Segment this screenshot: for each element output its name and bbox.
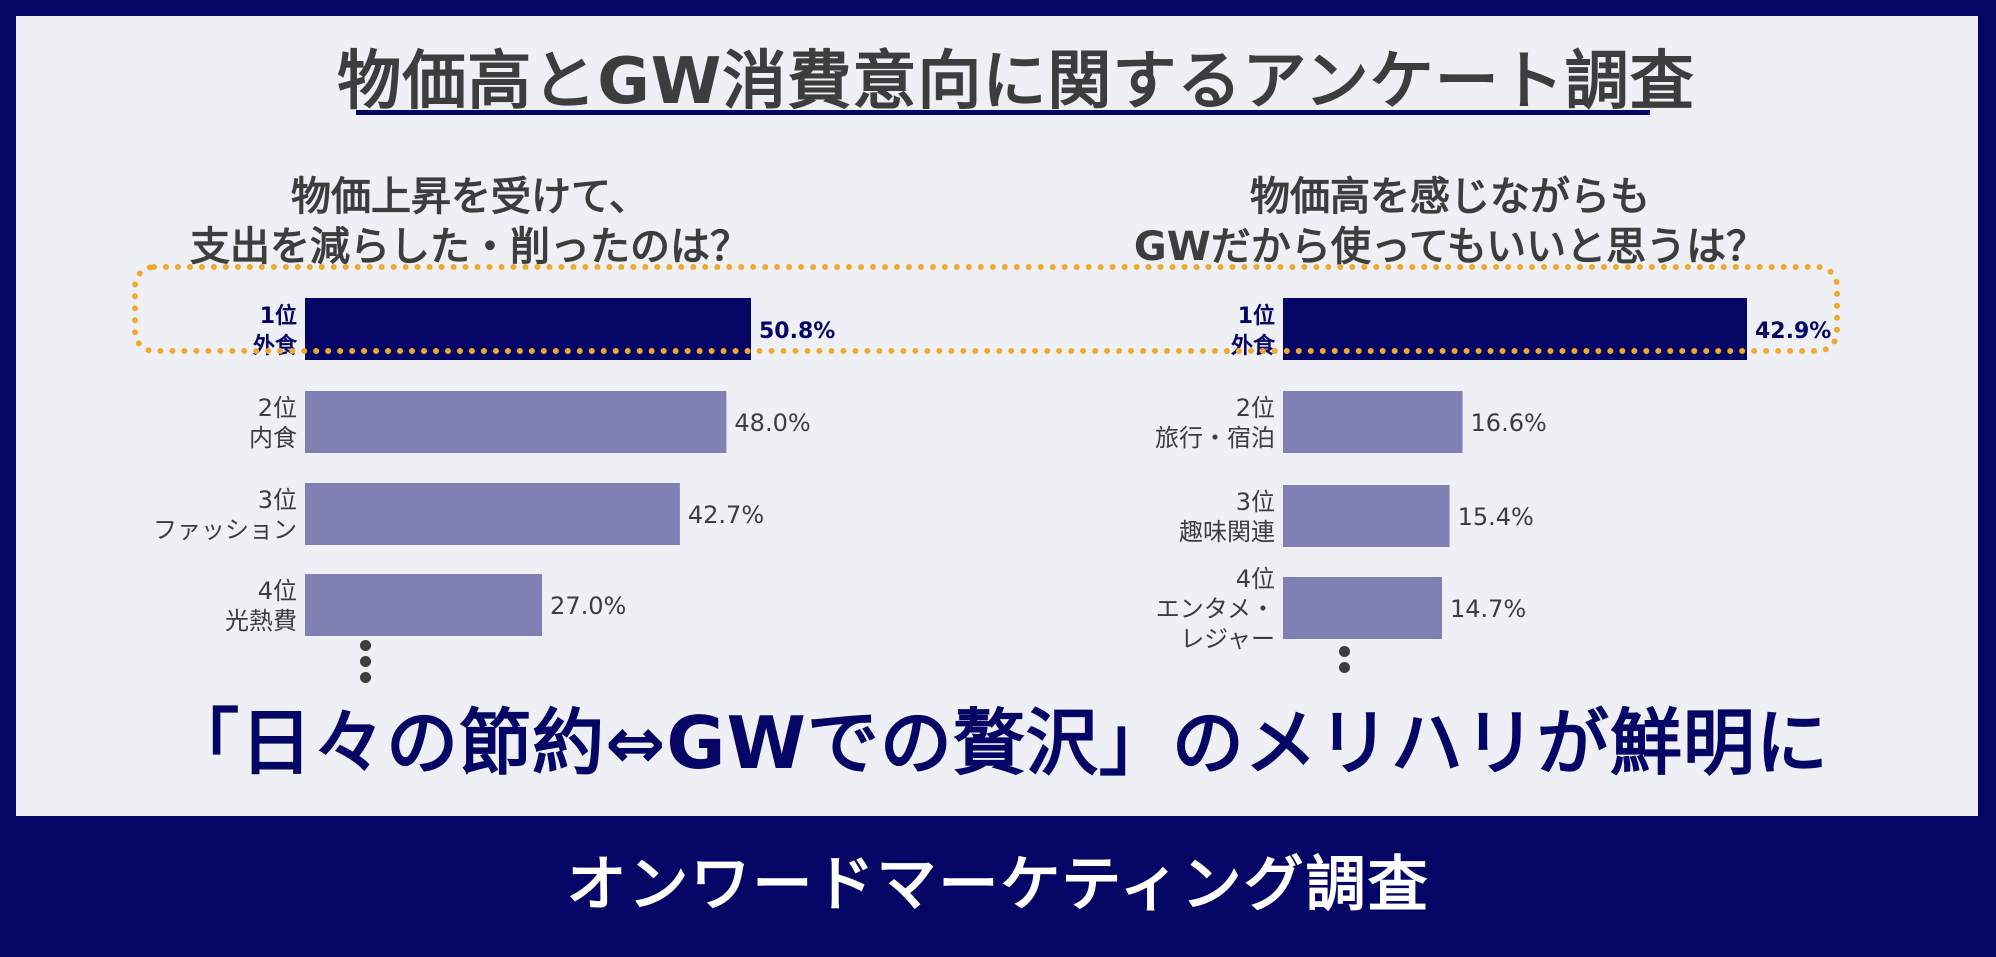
left-category-label-2-2: 内食 [249,424,297,452]
more-ellipsis-right [1339,646,1350,678]
right-category-label-3-2: 趣味関連 [1179,518,1275,546]
headline: 「日々の節約⇔GWでの贅沢」のメリハリが鮮明に [167,701,1829,785]
left-category-label-3-2: ファッション [153,516,297,544]
right-bar-2 [1283,391,1463,453]
left-category-label-2-1: 2位 [258,394,297,422]
more-ellipsis-left [360,640,371,688]
left-category-label-1-2: 外食 [253,333,298,359]
right-category-label-1-2: 外食 [1231,333,1276,359]
right-bar-4 [1283,577,1442,639]
left-value-label-4: 27.0% [550,592,626,620]
page-title: 物価高とGW消費意向に関するアンケート調査 [337,45,1695,119]
right-category-label-4-2: エンタメ・ [1156,595,1275,623]
right-value-label-3: 15.4% [1458,503,1534,531]
chart-title-right-line1: 物価高を感じながらも [1250,174,1650,220]
left-bar-2 [305,391,727,453]
right-category-label-2-1: 2位 [1236,394,1275,422]
right-value-label-4: 14.7% [1450,595,1526,623]
footer-banner: オンワードマーケティング調査 [566,850,1430,920]
left-value-label-2: 48.0% [734,409,810,437]
left-category-label-1-1: 1位 [260,303,297,329]
left-bar-3 [305,483,680,545]
left-category-label-4-1: 4位 [258,577,297,605]
chart-title-right: 物価高を感じながらも GWだから使ってもいいと思うは？ [1090,172,1810,272]
right-category-label-4-1: 4位 [1236,565,1275,593]
top-rank-highlight [132,264,1840,354]
chart-title-left: 物価上昇を受けて、 支出を減らした・削ったのは？ [120,172,820,272]
chart-title-left-line2: 支出を減らした・削ったのは？ [190,224,750,270]
right-category-label-1-1: 1位 [1238,303,1275,329]
title-underline [356,110,1650,115]
left-bar-4 [305,574,543,636]
left-value-label-1: 50.8% [759,319,835,344]
left-category-label-4-2: 光熱費 [225,607,297,635]
chart-title-right-line2: GWだから使ってもいいと思うは？ [1133,224,1767,270]
right-value-label-2: 16.6% [1471,409,1547,437]
left-category-label-3-1: 3位 [258,486,297,514]
right-category-label-4-3: レジャー [1180,625,1275,653]
left-value-label-3: 42.7% [688,501,764,529]
right-bar-3 [1283,485,1450,547]
right-category-label-2-2: 旅行・宿泊 [1155,424,1275,452]
right-category-label-3-1: 3位 [1236,488,1275,516]
chart-title-left-line1: 物価上昇を受けて、 [291,174,649,220]
